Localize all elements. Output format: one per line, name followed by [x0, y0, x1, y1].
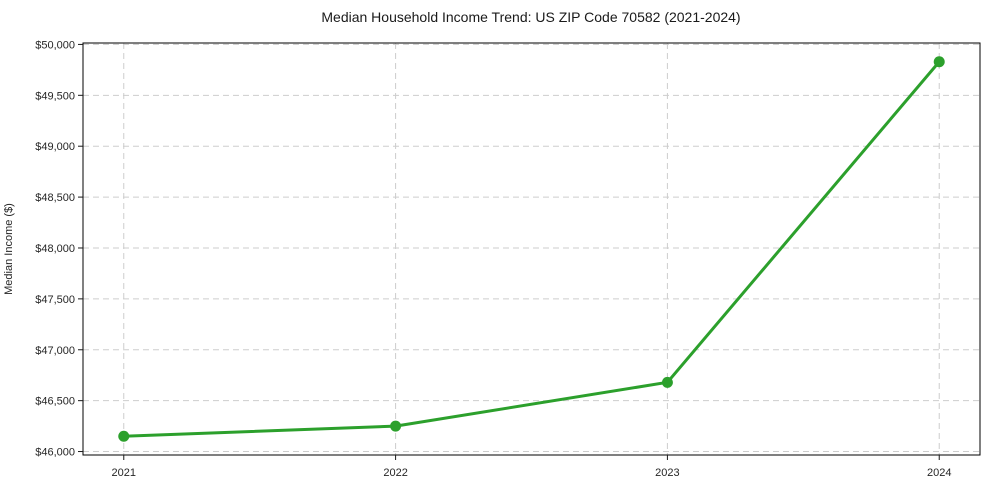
y-tick-label: $48,500 — [35, 192, 75, 204]
y-tick-label: $49,500 — [35, 90, 75, 102]
x-tick-label: 2023 — [655, 467, 679, 479]
y-tick-label: $49,000 — [35, 141, 75, 153]
y-tick-label: $48,000 — [35, 243, 75, 255]
chart-title: Median Household Income Trend: US ZIP Co… — [321, 9, 740, 25]
x-tick-label: 2022 — [383, 467, 407, 479]
axes-layer: $46,000 $46,500 $47,000 $47,500 $48,000 $48,5… — [35, 39, 951, 479]
data-layer — [118, 56, 945, 442]
data-point-2021 — [118, 430, 130, 442]
data-point-2023 — [661, 376, 673, 388]
y-tick-label: $47,000 — [35, 345, 75, 357]
x-tick-label: 2024 — [927, 467, 951, 479]
y-tick-label: $50,000 — [35, 39, 75, 51]
plot-area-border — [82, 42, 981, 456]
data-point-2024 — [933, 56, 945, 68]
y-tick-label: $46,000 — [35, 447, 75, 459]
y-axis-label: Median Income ($) — [3, 203, 15, 295]
data-point-2022 — [390, 420, 402, 432]
trend-line — [122, 60, 941, 438]
y-tick-label: $47,500 — [35, 294, 75, 306]
grid-layer — [83, 43, 980, 455]
y-tick-label: $46,500 — [35, 396, 75, 408]
x-tick-label: 2021 — [112, 467, 136, 479]
